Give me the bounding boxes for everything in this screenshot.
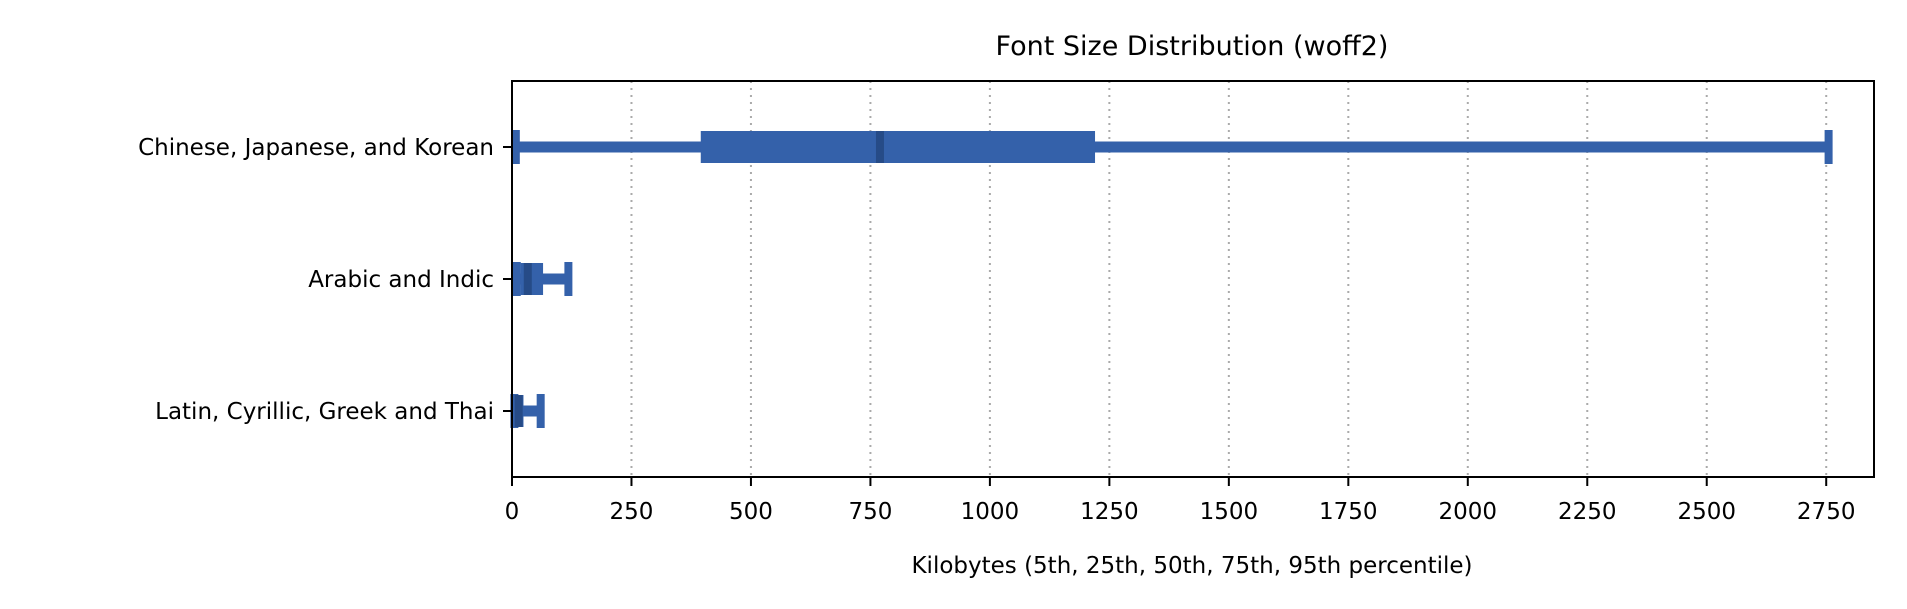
- x-tick-label: 1000: [961, 499, 1020, 525]
- x-tick-label: 2750: [1797, 499, 1856, 525]
- whisker-cap: [564, 262, 573, 296]
- x-tick-label: 2000: [1439, 499, 1498, 525]
- y-category-label: Latin, Cyrillic, Greek and Thai: [155, 399, 494, 425]
- whisker-cap: [536, 394, 545, 428]
- whisker-cap: [1824, 130, 1833, 164]
- y-axis-ticks: Chinese, Japanese, and Korean Arabic and …: [138, 135, 512, 425]
- whisker-cap: [511, 130, 520, 164]
- plot-boxes: [510, 130, 1833, 428]
- x-tick-label: 250: [610, 499, 654, 525]
- y-category-label: Arabic and Indic: [308, 267, 494, 293]
- grid-lines: [630, 81, 1828, 477]
- chart-title: Font Size Distribution (woff2): [996, 31, 1389, 62]
- x-tick-label: 2500: [1677, 499, 1736, 525]
- x-tick-label: 2250: [1558, 499, 1617, 525]
- x-axis-label: Kilobytes (5th, 25th, 50th, 75th, 95th p…: [911, 553, 1472, 579]
- x-tick-label: 1750: [1319, 499, 1378, 525]
- x-tick-label: 0: [505, 499, 520, 525]
- y-category-label: Chinese, Japanese, and Korean: [138, 135, 494, 161]
- median-mark: [523, 263, 532, 295]
- x-tick-label: 500: [729, 499, 773, 525]
- median-mark: [514, 395, 523, 427]
- whisker-cap: [510, 394, 519, 428]
- median-mark: [875, 131, 884, 163]
- x-tick-label: 1250: [1080, 499, 1139, 525]
- whisker-cap: [512, 262, 521, 296]
- x-tick-label: 1500: [1200, 499, 1259, 525]
- x-axis-ticks: 0 250 500 750 1000 1250 1500 1750 2000 2250 2500 27…: [505, 477, 1856, 525]
- x-tick-label: 750: [848, 499, 892, 525]
- iqr-box: [700, 131, 1096, 163]
